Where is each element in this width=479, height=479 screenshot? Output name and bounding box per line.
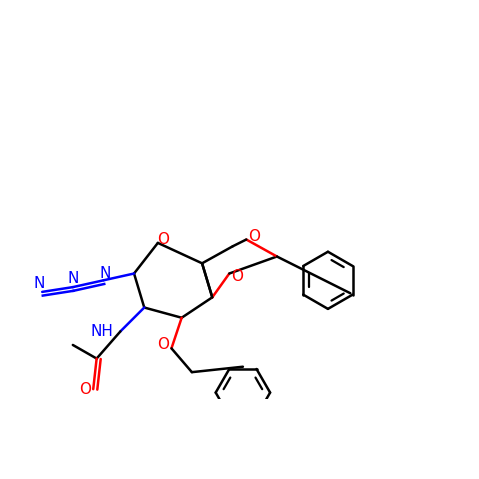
Text: O: O	[249, 228, 261, 244]
Text: N: N	[99, 266, 111, 281]
Text: O: O	[157, 232, 169, 247]
Text: O: O	[157, 337, 169, 353]
Text: N: N	[33, 276, 45, 291]
Text: O: O	[79, 382, 91, 397]
Text: N: N	[67, 272, 79, 286]
Text: O: O	[231, 269, 243, 285]
Text: NH: NH	[91, 324, 114, 339]
